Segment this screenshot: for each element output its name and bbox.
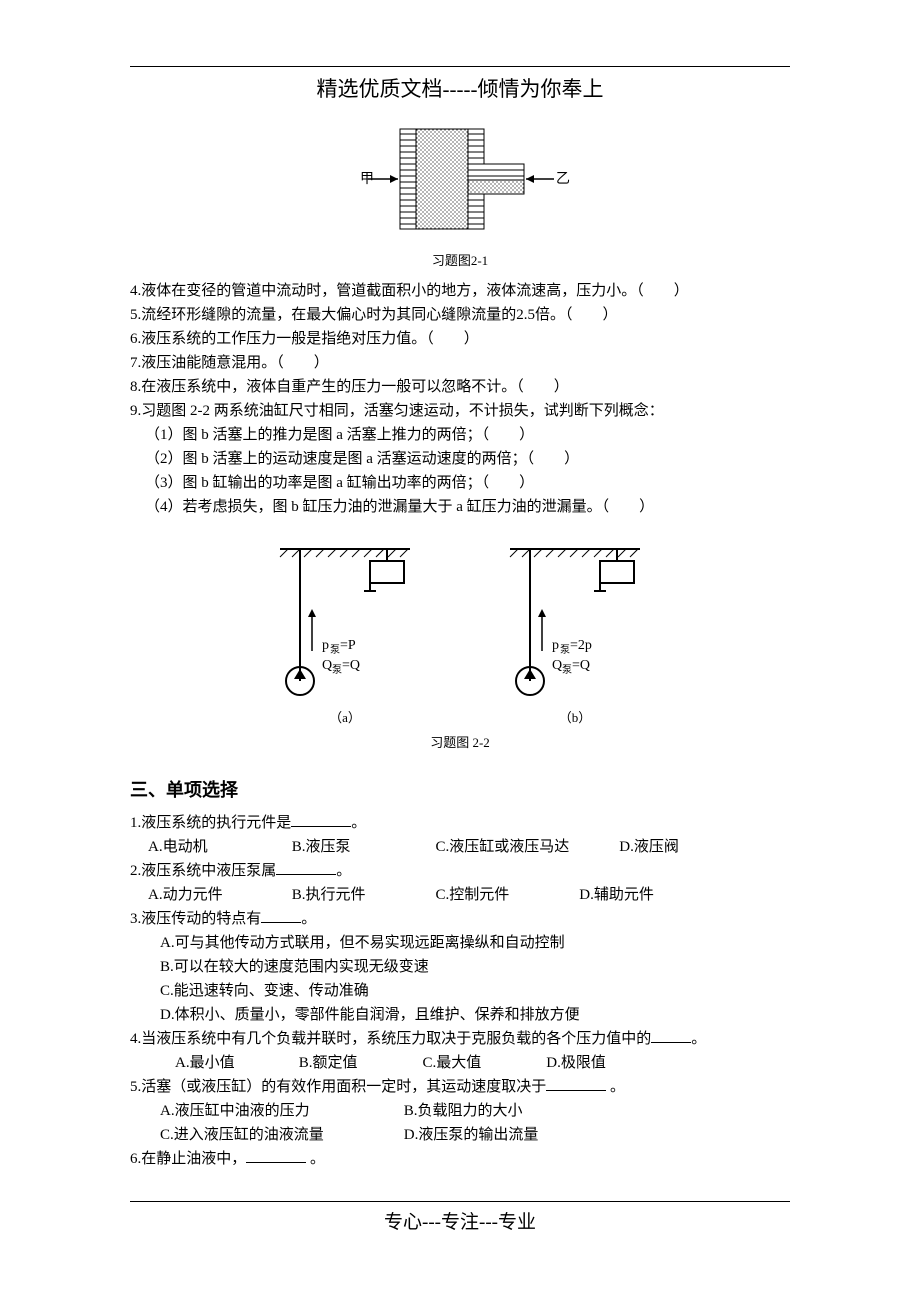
figure-2-1: 甲 乙: [130, 119, 790, 247]
figure-2-2-caption: 习题图 2-2: [130, 733, 790, 754]
mc-q1-c: C.液压缸或液压马达: [436, 835, 616, 859]
mc-q6: 6.在静止油液中， 。: [130, 1147, 790, 1171]
figure-2-1-caption: 习题图2-1: [130, 251, 790, 272]
mc-q2-stem: 2.液压系统中液压泵属: [130, 863, 276, 879]
mc-q1-tail: 。: [351, 815, 366, 831]
mc-q5-d: D.液压泵的输出流量: [404, 1123, 544, 1147]
mc-q5-c: C.进入液压缸的油液流量: [160, 1123, 400, 1147]
tf-q9-4: （4）若考虑损失，图 b 缸压力油的泄漏量大于 a 缸压力油的泄漏量。（ ）: [130, 495, 790, 519]
svg-text:=2p: =2p: [570, 638, 592, 653]
mc-q3-a: A.可与其他传动方式联用，但不易实现远距离操纵和自动控制: [130, 931, 790, 955]
tf-q6: 6.液压系统的工作压力一般是指绝对压力值。（ ）: [130, 327, 790, 351]
mc-q1-d: D.液压阀: [619, 835, 759, 859]
svg-text:泵: 泵: [562, 664, 572, 676]
mc-q3: 3.液压传动的特点有 。: [130, 907, 790, 931]
mc-q5: 5.活塞（或液压缸）的有效作用面积一定时，其运动速度取决于 。: [130, 1075, 790, 1099]
mc-q5-stem: 5.活塞（或液压缸）的有效作用面积一定时，其运动速度取决于: [130, 1079, 546, 1095]
tf-q5: 5.流经环形缝隙的流量，在最大偏心时为其同心缝隙流量的2.5倍。（ ）: [130, 303, 790, 327]
svg-text:泵: 泵: [560, 644, 570, 656]
fig2-a-label: （a）: [260, 708, 430, 729]
svg-text:=Q: =Q: [572, 658, 590, 673]
fig1-label-left: 甲: [360, 172, 374, 187]
mc-q4: 4.当液压系统中有几个负载并联时，系统压力取决于克服负载的各个压力值中的 。: [130, 1027, 790, 1051]
svg-text:=P: =P: [340, 638, 356, 653]
page-header: 精选优质文档-----倾情为你奉上: [130, 73, 790, 107]
mc-q2-b: B.执行元件: [292, 883, 432, 907]
svg-text:=Q: =Q: [342, 658, 360, 673]
mc-q4-b: B.额定值: [299, 1051, 419, 1075]
svg-text:泵: 泵: [330, 644, 340, 656]
mc-q1-b: B.液压泵: [292, 835, 432, 859]
tf-q9: 9.习题图 2-2 两系统油缸尺寸相同，活塞匀速运动，不计损失，试判断下列概念：: [130, 399, 790, 423]
mc-q3-stem: 3.液压传动的特点有: [130, 911, 261, 927]
mc-q5-a: A.液压缸中油液的压力: [160, 1099, 400, 1123]
section-mc-title: 三、单项选择: [130, 776, 790, 805]
mc-q3-d: D.体积小、质量小，零部件能自润滑，且维护、保养和排放方便: [130, 1003, 790, 1027]
tf-q9-1: （1）图 b 活塞上的推力是图 a 活塞上推力的两倍；（ ）: [130, 423, 790, 447]
page-footer: 专心---专注---专业: [130, 1201, 790, 1238]
svg-text:p: p: [322, 638, 329, 653]
mc-q1: 1.液压系统的执行元件是 。: [130, 811, 790, 835]
fig1-label-right: 乙: [556, 171, 570, 187]
tf-q8: 8.在液压系统中，液体自重产生的压力一般可以忽略不计。（ ）: [130, 375, 790, 399]
mc-q2-tail: 。: [336, 863, 351, 879]
mc-q6-stem: 6.在静止油液中，: [130, 1151, 246, 1167]
mc-q4-stem: 4.当液压系统中有几个负载并联时，系统压力取决于克服负载的各个压力值中的: [130, 1031, 651, 1047]
fig2-b-label: （b）: [490, 708, 660, 729]
mc-q5-b: B.负载阻力的大小: [404, 1099, 544, 1123]
mc-q4-tail: 。: [691, 1031, 706, 1047]
mc-q3-c: C.能迅速转向、变速、传动准确: [130, 979, 790, 1003]
mc-q3-b: B.可以在较大的速度范围内实现无级变速: [130, 955, 790, 979]
svg-text:Q: Q: [552, 658, 562, 673]
mc-q5-opts-2: C.进入液压缸的油液流量 D.液压泵的输出流量: [130, 1123, 790, 1147]
tf-q7: 7.液压油能随意混用。（ ）: [130, 351, 790, 375]
mc-q4-d: D.极限值: [546, 1051, 646, 1075]
svg-text:Q: Q: [322, 658, 332, 673]
tf-q9-2: （2）图 b 活塞上的运动速度是图 a 活塞运动速度的两倍；（ ）: [130, 447, 790, 471]
mc-q2-opts: A.动力元件 B.执行元件 C.控制元件 D.辅助元件: [130, 883, 790, 907]
tf-q4: 4.液体在变径的管道中流动时，管道截面积小的地方，液体流速高，压力小。（ ）: [130, 279, 790, 303]
tf-q9-3: （3）图 b 缸输出的功率是图 a 缸输出功率的两倍；（ ）: [130, 471, 790, 495]
svg-text:p: p: [552, 638, 559, 653]
mc-q5-tail: 。: [606, 1079, 625, 1095]
figure-2-2: p 泵 =P Q 泵 =Q （a）: [130, 531, 790, 729]
svg-text:泵: 泵: [332, 664, 342, 676]
mc-q6-tail: 。: [306, 1151, 325, 1167]
mc-q5-opts-1: A.液压缸中油液的压力 B.负载阻力的大小: [130, 1099, 790, 1123]
mc-q4-opts: A.最小值 B.额定值 C.最大值 D.极限值: [130, 1051, 790, 1075]
mc-q1-stem: 1.液压系统的执行元件是: [130, 815, 291, 831]
mc-q2: 2.液压系统中液压泵属 。: [130, 859, 790, 883]
mc-q3-tail: 。: [301, 911, 316, 927]
mc-q1-opts: A.电动机 B.液压泵 C.液压缸或液压马达 D.液压阀: [130, 835, 790, 859]
mc-q4-c: C.最大值: [423, 1051, 543, 1075]
mc-q2-c: C.控制元件: [436, 883, 576, 907]
mc-q2-a: A.动力元件: [148, 883, 288, 907]
mc-q4-a: A.最小值: [175, 1051, 295, 1075]
mc-q2-d: D.辅助元件: [579, 883, 719, 907]
mc-q1-a: A.电动机: [148, 835, 288, 859]
